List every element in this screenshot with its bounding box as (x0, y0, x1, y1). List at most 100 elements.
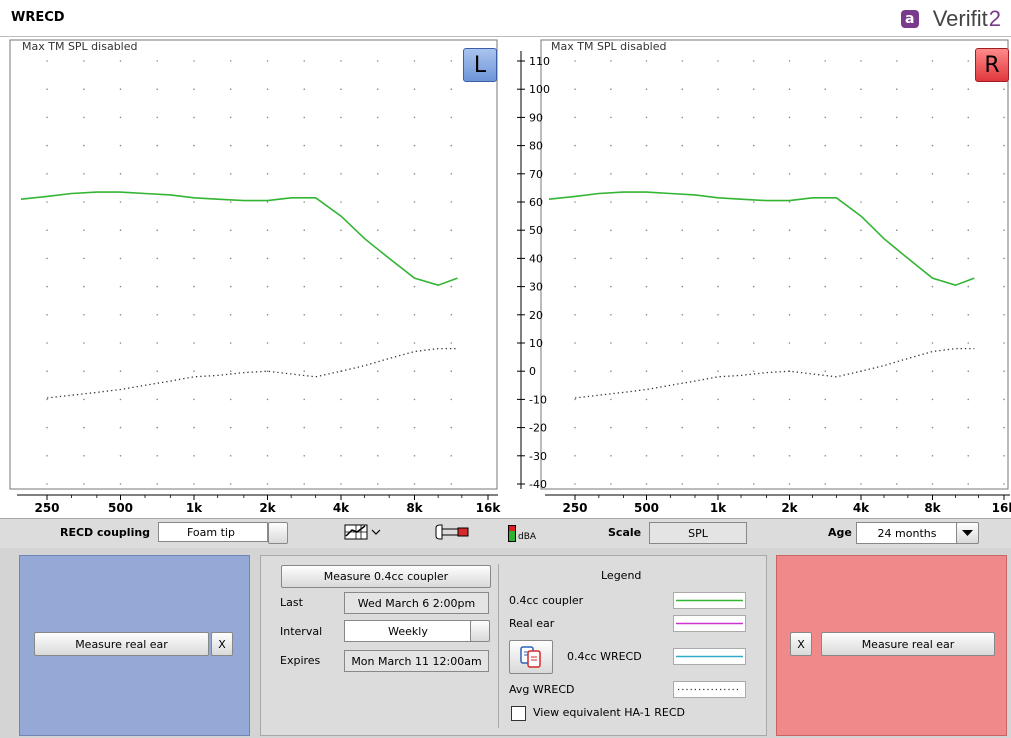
grid-dot (193, 370, 195, 373)
grid-dot (752, 285, 755, 288)
measure-coupler-button[interactable]: Measure 0.4cc coupler (281, 565, 491, 588)
grid-dot (931, 398, 934, 401)
grid-dot (717, 144, 719, 147)
y-tick-label: -10 (529, 393, 547, 406)
x-tick-label: 16k (992, 501, 1011, 515)
copy-wrecd-button[interactable] (509, 640, 553, 674)
grid-dot (645, 285, 648, 288)
coupling-dropdown-button[interactable] (268, 522, 288, 544)
grid-dot (266, 144, 269, 147)
expires-value: Mon March 11 12:00am (344, 650, 489, 672)
grid-dot (788, 342, 791, 344)
x-tick-label: 4k (853, 501, 870, 515)
age-dropdown-button[interactable] (956, 522, 979, 544)
dba-toggle[interactable]: dBA (508, 522, 542, 542)
legend-swatch-real-ear (673, 615, 746, 632)
grid-dot (681, 173, 684, 175)
grid-dot (931, 370, 934, 373)
grid-dot (450, 342, 453, 344)
grid-dot (303, 455, 306, 457)
grid-dot (413, 398, 416, 401)
grid-dot (895, 398, 898, 401)
ha1-recd-label: View equivalent HA-1 RECD (533, 706, 685, 719)
grid-dot (193, 116, 195, 119)
grid-dot (681, 285, 684, 288)
grid-dot (193, 201, 195, 203)
grid-dot (303, 201, 306, 203)
grid-dot (610, 144, 612, 147)
grid-dot (788, 398, 791, 401)
grid-dot (967, 60, 970, 62)
grid-dot (340, 483, 342, 485)
grid-dot (46, 314, 48, 316)
grid-dot (413, 257, 416, 260)
right-measure-real-ear-button[interactable]: Measure real ear (821, 632, 995, 656)
left-ear-badge[interactable]: L (463, 48, 497, 82)
grid-dot (1003, 88, 1005, 90)
grid-dot (1003, 483, 1005, 485)
probe-tube-icon (435, 524, 469, 540)
left-measure-real-ear-button[interactable]: Measure real ear (34, 632, 209, 656)
grid-dot (229, 314, 232, 316)
grid-dot (450, 455, 453, 457)
brand: a Verifit 2 (900, 6, 1001, 32)
window-title: WRECD (11, 10, 65, 25)
grid-dot (450, 314, 453, 316)
grid-dot (681, 483, 684, 485)
grid-dot (303, 88, 306, 90)
grid-dot (681, 455, 684, 457)
grid-dot (340, 285, 342, 288)
grid-dot (340, 426, 342, 429)
grid-dot (266, 398, 269, 401)
interval-dropdown-button[interactable] (470, 620, 490, 642)
grid-dot (574, 314, 576, 316)
grid-dot (860, 285, 862, 288)
grid-dot (645, 88, 648, 90)
grid-dot (967, 201, 970, 203)
y-tick-label: 20 (529, 309, 543, 322)
grid-dot (156, 173, 159, 175)
right-clear-button[interactable]: X (790, 632, 812, 656)
y-tick-label: -30 (529, 450, 547, 463)
grid-dot (119, 342, 122, 344)
grid-dot (717, 116, 719, 119)
grid-dot (681, 342, 684, 344)
grid-dot (193, 88, 195, 90)
grid-dot (303, 426, 306, 429)
ha1-recd-checkbox[interactable] (511, 706, 526, 721)
left-graph-frame (9, 39, 498, 490)
grid-dot (752, 60, 755, 62)
grid-dot (193, 173, 195, 175)
grid-dot (752, 426, 755, 429)
grid-dot (119, 257, 122, 260)
grid-dot (752, 314, 755, 316)
grid-dot (610, 173, 612, 175)
grid-dot (229, 173, 232, 175)
probe-tube-button[interactable] (432, 522, 472, 542)
grid-dot (645, 257, 648, 260)
grid-dot (824, 229, 827, 231)
expires-label: Expires (280, 654, 321, 667)
left-clear-button[interactable]: X (211, 632, 233, 656)
grid-dot (824, 314, 827, 316)
grid-dot (46, 88, 48, 90)
grid-dot (931, 455, 934, 457)
grid-dot (717, 483, 719, 485)
age-select[interactable]: 24 months (856, 522, 958, 544)
grid-dot (340, 314, 342, 316)
graph-view-button[interactable] (343, 522, 391, 542)
grid-dot (860, 201, 862, 203)
interval-select[interactable]: Weekly (344, 620, 472, 642)
grid-dot (610, 257, 612, 260)
grid-dot (1003, 314, 1005, 316)
grid-dot (83, 257, 85, 260)
right-ear-badge[interactable]: R (975, 48, 1009, 82)
grid-dot (574, 455, 576, 457)
grid-dot (266, 455, 269, 457)
scale-field[interactable]: SPL (649, 522, 747, 544)
coupling-select[interactable]: Foam tip (158, 522, 268, 542)
last-value: Wed March 6 2:00pm (344, 592, 489, 614)
grid-dot (1003, 116, 1005, 119)
grid-dot (645, 398, 648, 401)
y-tick-label: 60 (529, 196, 543, 209)
